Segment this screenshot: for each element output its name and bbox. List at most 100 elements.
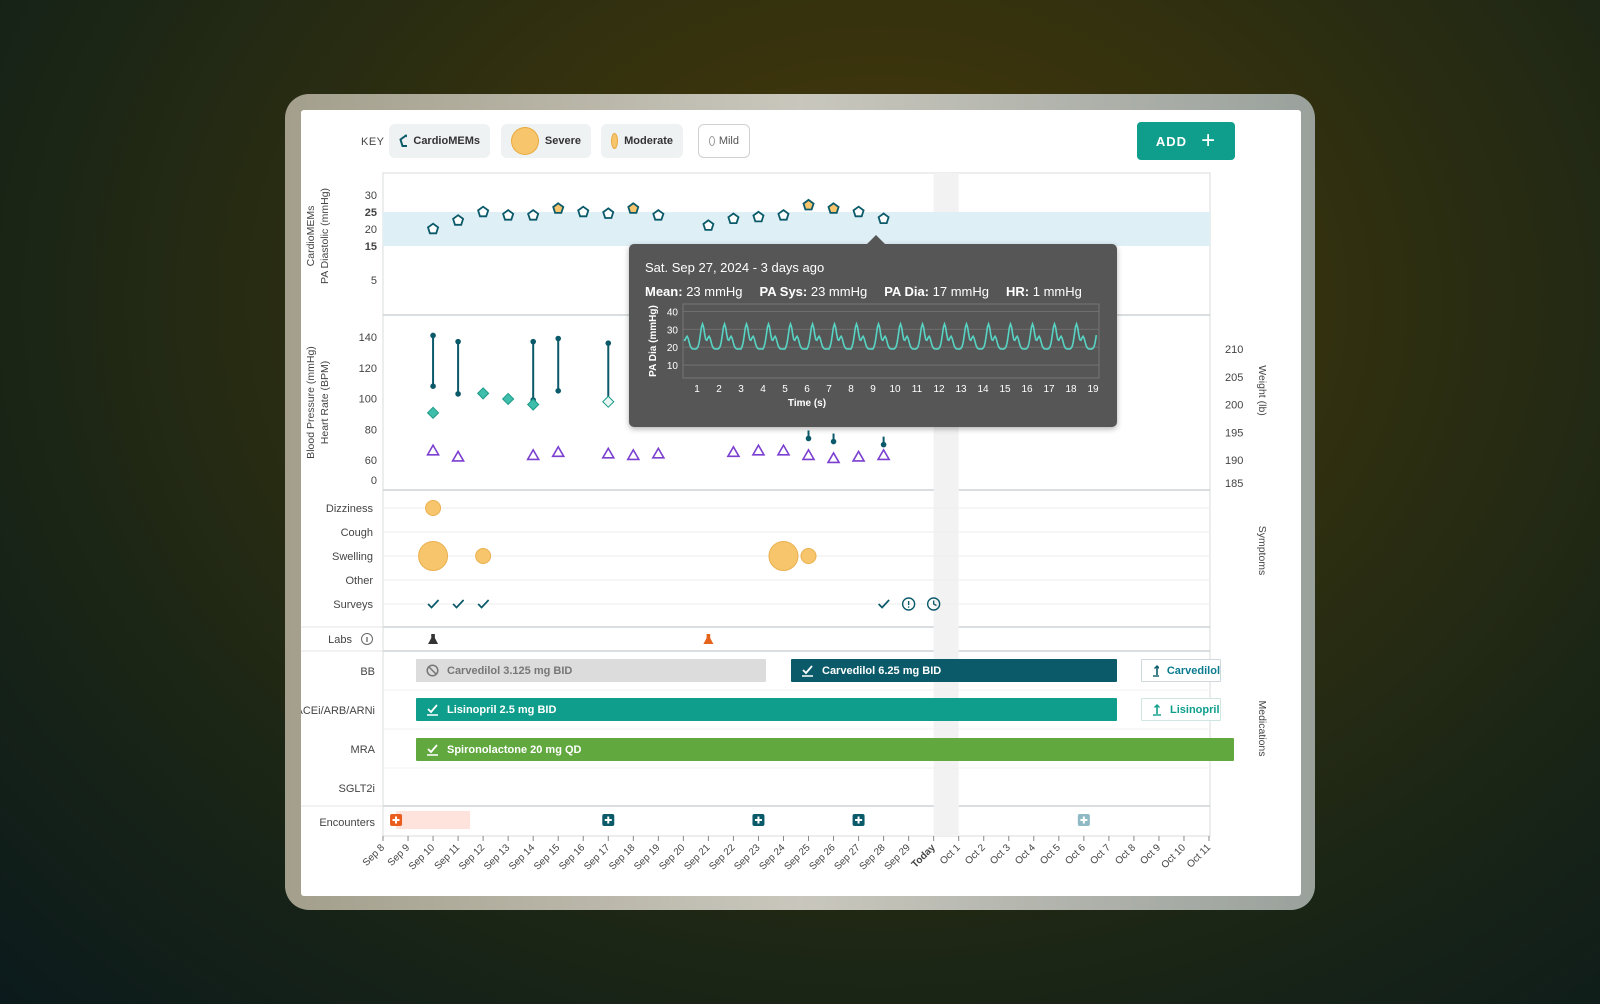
bp-tick-label: 140 <box>359 332 377 344</box>
add-button[interactable]: ADD + <box>1137 122 1235 160</box>
cardiomems-point <box>802 198 815 211</box>
waveform-x-tick: 13 <box>955 384 967 395</box>
date-label: Oct 5 <box>1038 842 1063 867</box>
small-circle-icon <box>709 136 715 146</box>
heart-rate-point <box>826 451 841 464</box>
date-label: Sep 15 <box>532 842 562 872</box>
date-label: Sep 22 <box>707 842 737 872</box>
bp-systolic-point <box>530 338 536 345</box>
legend-severe: Severe <box>501 124 591 158</box>
bp-axis-label-1: Blood Pressure (mmHg) <box>305 346 317 459</box>
waveform-x-tick: 14 <box>977 384 989 395</box>
date-label: Sep 19 <box>632 842 662 872</box>
cardio-axis-label-1: CardioMEMs <box>305 206 317 267</box>
med-label: Carvedilol 3.125 mg BID <box>447 664 573 677</box>
legend-key: KEY CardioMEMs Severe Moderate Mild <box>301 124 1301 158</box>
checklist-icon <box>427 744 438 756</box>
symptom-row-label: Other <box>345 575 373 587</box>
survey-alert-icon <box>901 597 916 611</box>
heart-rate-point <box>851 449 866 462</box>
cardiomems-point <box>527 208 540 221</box>
bp-diastolic-point <box>805 435 812 442</box>
med-bar-bb-active[interactable]: Carvedilol 6.25 mg BID <box>791 659 1117 682</box>
plus-cross <box>754 816 762 824</box>
legend-label: Severe <box>544 135 581 147</box>
bp-systolic-point <box>555 335 562 342</box>
weight-point <box>501 392 515 406</box>
cardiomems-point <box>502 208 515 221</box>
waveform-x-tick: 17 <box>1043 384 1055 395</box>
survey-check-icon <box>878 599 890 609</box>
encounters-row-label: Encounters <box>319 817 375 829</box>
waveform-y-tick: 30 <box>667 325 679 336</box>
date-label: Sep 10 <box>407 842 437 872</box>
plot-frame <box>382 172 1211 837</box>
waveform-y-tick: 40 <box>667 307 679 318</box>
cardiomems-point <box>852 205 865 218</box>
med-label: Lisinopril <box>1170 703 1220 716</box>
legend-cardiomems: CardioMEMs <box>389 124 490 158</box>
lab-flask-icon <box>703 634 714 644</box>
waveform-x-tick: 12 <box>933 384 945 395</box>
bp-axis-label-2: Heart Rate (BPM) <box>319 361 331 444</box>
waveform-x-tick: 2 <box>716 384 722 395</box>
date-label: Sep 12 <box>457 842 487 872</box>
med-row-label: MRA <box>351 744 376 756</box>
bp-tick-label: 60 <box>365 455 377 467</box>
med-bar-mra-active[interactable]: Spironolactone 20 mg QD <box>416 738 1234 761</box>
date-label: Sep 25 <box>782 842 812 872</box>
heart-rate-point <box>451 449 465 462</box>
symptom-moderate-point <box>425 500 442 516</box>
heart-rate-point <box>801 448 816 461</box>
symptom-severe-point <box>418 541 449 571</box>
heart-rate-point <box>551 445 566 458</box>
checklist-icon <box>802 665 813 677</box>
med-label: Spironolactone 20 mg QD <box>447 743 582 756</box>
date-label: Oct 4 <box>1013 842 1038 867</box>
cardiomems-point <box>552 202 565 214</box>
cardio-tick-label: 15 <box>365 241 377 253</box>
cardio-tick-label: 30 <box>365 190 377 202</box>
weight-tick-label: 210 <box>1225 344 1243 356</box>
heart-rate-point <box>651 446 666 459</box>
bp-tick-label: 0 <box>371 475 377 487</box>
date-label: Oct 10 <box>1159 842 1188 871</box>
arrow-up-icon <box>1153 665 1159 677</box>
date-label: Oct 8 <box>1113 842 1138 867</box>
date-label: Sep 21 <box>682 842 712 872</box>
date-label: Oct 11 <box>1185 842 1213 870</box>
cardiomems-point <box>577 205 590 218</box>
weight-point <box>602 395 615 408</box>
date-label: Sep 14 <box>507 842 537 872</box>
cardiomems-point <box>777 208 790 221</box>
med-bar-bb-next[interactable]: Carvedilol <box>1141 659 1221 682</box>
checklist-icon <box>427 704 438 716</box>
date-label: Sep 26 <box>807 842 837 872</box>
survey-alert-dot <box>907 606 910 608</box>
survey-check-icon <box>427 599 440 609</box>
date-label: Sep 27 <box>833 842 863 872</box>
plus-cross <box>392 816 400 824</box>
weight-tick-label: 195 <box>1225 427 1243 439</box>
plus-icon: + <box>1201 127 1217 154</box>
symptom-row-label: Dizziness <box>326 503 374 515</box>
plus-cross <box>855 816 863 824</box>
weight-point <box>526 398 540 411</box>
weight-point <box>426 406 440 420</box>
med-bar-acei-next[interactable]: Lisinopril <box>1141 698 1221 721</box>
bp-tick-label: 100 <box>359 394 377 406</box>
waveform-frame <box>682 303 1100 379</box>
waveform-x-label: Time (s) <box>788 398 826 409</box>
survey-check-icon <box>452 599 465 609</box>
date-label: Sep 16 <box>557 842 587 872</box>
med-label: Carvedilol <box>1166 664 1220 677</box>
waveform-x-tick: 18 <box>1065 384 1077 395</box>
heart-rate-point <box>426 443 440 456</box>
arrow-up-icon <box>1153 704 1161 716</box>
med-bar-bb-stopped[interactable]: Carvedilol 3.125 mg BID <box>416 659 766 682</box>
clock-hands <box>933 600 937 607</box>
date-label: Oct 1 <box>938 842 963 867</box>
bp-tick-label: 80 <box>365 424 377 436</box>
med-bar-acei-active[interactable]: Lisinopril 2.5 mg BID <box>416 698 1117 721</box>
